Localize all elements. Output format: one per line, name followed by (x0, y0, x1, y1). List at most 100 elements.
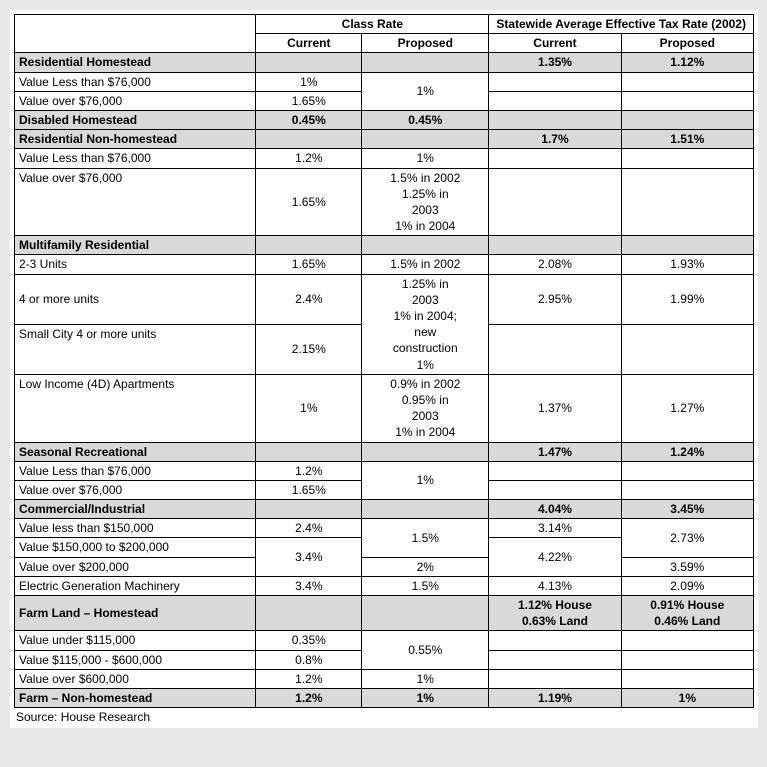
row-label: 4 or more units (15, 274, 256, 324)
blank-header (15, 15, 256, 53)
val: 1.12% (621, 53, 753, 72)
cat-farm-home: Farm Land – Homestead 1.12% House0.63% L… (15, 596, 754, 631)
val: 2.4% (256, 519, 362, 538)
val: 3.4% (256, 576, 362, 595)
val: 1.5% (362, 576, 489, 595)
val: 1.27% (621, 374, 753, 442)
cat-farm-non: Farm – Non-homestead 1.2% 1% 1.19% 1% (15, 688, 754, 707)
row-label: Value over $76,000 (15, 480, 256, 499)
val: 1.37% (489, 374, 621, 442)
val: 4.22% (489, 538, 621, 576)
val: 3.14% (489, 519, 621, 538)
eff-rate-header: Statewide Average Effective Tax Rate (20… (489, 15, 754, 34)
val: 1.5% (362, 519, 489, 557)
row-label: Value Less than $76,000 (15, 461, 256, 480)
val: 0.45% (362, 110, 489, 129)
val: 1.7% (489, 130, 621, 149)
val: 0.45% (256, 110, 362, 129)
val: 1.51% (621, 130, 753, 149)
val: 0.8% (256, 650, 362, 669)
val: 1.5% in 20021.25% in20031% in 2004 (362, 168, 489, 236)
row-label: Value less than $150,000 (15, 519, 256, 538)
val: 4.13% (489, 576, 621, 595)
cat-res-home: Residential Homestead 1.35% 1.12% (15, 53, 754, 72)
val: 1.12% House0.63% Land (489, 596, 621, 631)
val: 1% (362, 688, 489, 707)
val: 1.2% (256, 688, 362, 707)
cat-label: Multifamily Residential (15, 236, 256, 255)
val: 0.35% (256, 631, 362, 650)
val: 2% (362, 557, 489, 576)
table-container: Class Rate Statewide Average Effective T… (10, 10, 758, 728)
cat-label: Seasonal Recreational (15, 442, 256, 461)
class-rate-header: Class Rate (256, 15, 489, 34)
val: 2.08% (489, 255, 621, 274)
cat-res-non: Residential Non-homestead 1.7% 1.51% (15, 130, 754, 149)
er-proposed-header: Proposed (621, 34, 753, 53)
cat-label: Farm Land – Homestead (15, 596, 256, 631)
row-label: Low Income (4D) Apartments (15, 374, 256, 442)
row-label: Value under $115,000 (15, 631, 256, 650)
row: Value Less than $76,000 1.2% 1% (15, 149, 754, 168)
row: Value under $115,000 0.35% 0.55% (15, 631, 754, 650)
val: 4.04% (489, 500, 621, 519)
row: Low Income (4D) Apartments 1% 0.9% in 20… (15, 374, 754, 442)
val: 1% (621, 688, 753, 707)
row-label: Electric Generation Machinery (15, 576, 256, 595)
val: 0.91% House0.46% Land (621, 596, 753, 631)
tax-rate-table: Class Rate Statewide Average Effective T… (14, 14, 754, 708)
row: Value over $200,000 2% 3.59% (15, 557, 754, 576)
source-note: Source: House Research (14, 708, 754, 724)
val: 2.09% (621, 576, 753, 595)
val: 2.4% (256, 274, 362, 324)
row-label: 2-3 Units (15, 255, 256, 274)
cat-dis-home: Disabled Homestead 0.45% 0.45% (15, 110, 754, 129)
val: 2.73% (621, 519, 753, 557)
val: 1.2% (256, 461, 362, 480)
row-label: Small City 4 or more units (15, 324, 256, 374)
val: 0.9% in 20020.95% in20031% in 2004 (362, 374, 489, 442)
val: 1.2% (256, 669, 362, 688)
cr-current-header: Current (256, 34, 362, 53)
val: 1.65% (256, 255, 362, 274)
cat-multi: Multifamily Residential (15, 236, 754, 255)
val: 1.93% (621, 255, 753, 274)
val: 2.15% (256, 324, 362, 374)
val: 3.59% (621, 557, 753, 576)
val: 0.55% (362, 631, 489, 669)
cat-comm: Commercial/Industrial 4.04% 3.45% (15, 500, 754, 519)
val: 1% (362, 149, 489, 168)
val: 1.65% (256, 480, 362, 499)
cat-label: Disabled Homestead (15, 110, 256, 129)
row: Value Less than $76,000 1% 1% (15, 72, 754, 91)
val: 1.2% (256, 149, 362, 168)
val: 1.24% (621, 442, 753, 461)
val: 3.45% (621, 500, 753, 519)
val: 1.65% (256, 168, 362, 236)
row: Value over $76,000 1.65% 1.5% in 20021.2… (15, 168, 754, 236)
row-label: Value $115,000 - $600,000 (15, 650, 256, 669)
val: 3.4% (256, 538, 362, 576)
er-current-header: Current (489, 34, 621, 53)
val: 1% (362, 72, 489, 110)
header-row-1: Class Rate Statewide Average Effective T… (15, 15, 754, 34)
row-label: Value over $76,000 (15, 168, 256, 236)
val: 2.95% (489, 274, 621, 324)
row-label: Value $150,000 to $200,000 (15, 538, 256, 557)
val: 1% (362, 461, 489, 499)
val: 1.47% (489, 442, 621, 461)
cat-seasonal: Seasonal Recreational 1.47% 1.24% (15, 442, 754, 461)
val: 1.19% (489, 688, 621, 707)
cat-label: Farm – Non-homestead (15, 688, 256, 707)
val: 1.65% (256, 91, 362, 110)
row-label: Value over $76,000 (15, 91, 256, 110)
val: 1% (256, 374, 362, 442)
row: 2-3 Units 1.65% 1.5% in 2002 2.08% 1.93% (15, 255, 754, 274)
row-label: Value Less than $76,000 (15, 72, 256, 91)
row: 4 or more units 2.4% 1.25% in20031% in 2… (15, 274, 754, 324)
cat-label: Residential Homestead (15, 53, 256, 72)
val: 1.99% (621, 274, 753, 324)
val: 1% (362, 669, 489, 688)
val: 1% (256, 72, 362, 91)
row: Value Less than $76,000 1.2% 1% (15, 461, 754, 480)
